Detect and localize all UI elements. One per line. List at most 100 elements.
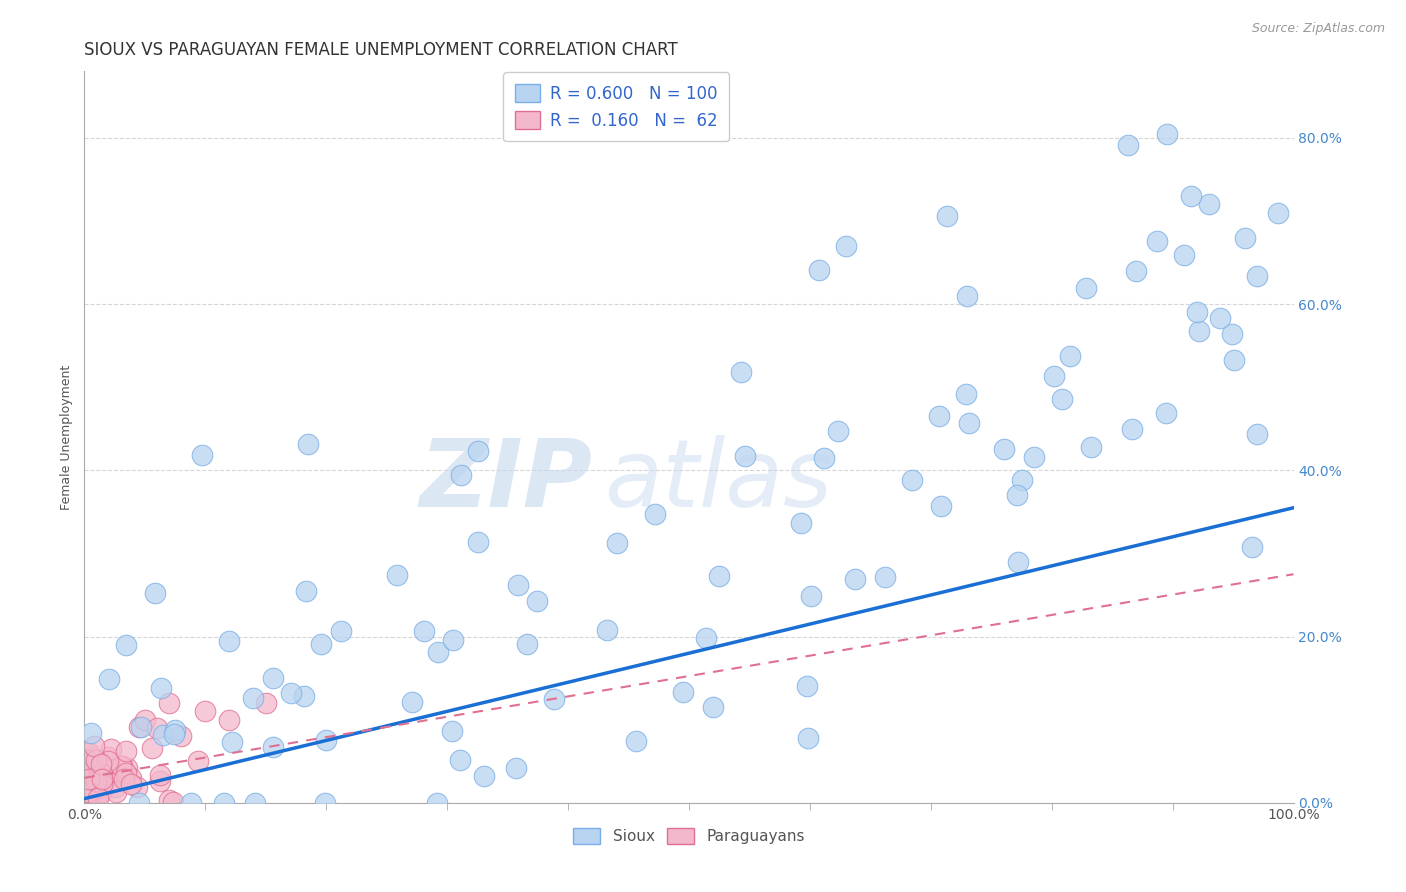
Point (955, 289, 977, 303)
Point (1267, 206, 1289, 220)
Point (115, 765, 138, 780)
Point (730, 365, 752, 379)
Point (77, 772, 100, 786)
Text: Source: ZipAtlas.com: Source: ZipAtlas.com (1251, 22, 1385, 36)
Point (292, 690, 315, 704)
Point (218, 633, 240, 648)
Point (150, 681, 173, 696)
Point (97, 768, 120, 782)
Point (90, 785, 112, 799)
Point (112, 772, 135, 787)
Point (87, 772, 110, 787)
Point (1116, 137, 1139, 152)
Point (1050, 392, 1073, 406)
Point (191, 448, 214, 462)
Point (214, 796, 236, 810)
Point (1246, 268, 1268, 283)
Point (1011, 473, 1033, 487)
Point (875, 570, 897, 584)
Point (505, 761, 527, 775)
Point (928, 409, 950, 424)
Text: atlas: atlas (605, 435, 832, 526)
Point (90, 772, 112, 786)
Point (84, 794, 107, 808)
Point (83, 739, 105, 753)
Point (474, 769, 496, 783)
Point (1188, 324, 1211, 338)
Point (1125, 264, 1147, 278)
Point (1246, 426, 1268, 441)
Point (844, 572, 866, 586)
Point (86, 770, 108, 784)
Point (75, 772, 97, 787)
Point (128, 719, 150, 733)
Point (157, 793, 180, 807)
Point (315, 733, 337, 747)
Point (1198, 197, 1220, 211)
Point (79, 786, 101, 800)
Point (516, 637, 538, 651)
Point (644, 507, 666, 521)
Point (152, 728, 174, 742)
Point (141, 740, 163, 755)
Point (543, 691, 565, 706)
Point (827, 424, 849, 438)
Point (1209, 311, 1232, 326)
Point (672, 684, 695, 698)
Point (194, 705, 217, 719)
Point (91, 775, 114, 789)
Point (1173, 248, 1195, 262)
Point (624, 733, 647, 747)
Point (297, 437, 319, 451)
Point (1059, 350, 1081, 364)
Point (441, 723, 464, 738)
Point (83, 775, 105, 789)
Point (90, 757, 112, 772)
Point (84, 762, 107, 776)
Point (75, 753, 97, 767)
Point (1146, 234, 1168, 248)
Point (526, 594, 548, 608)
Point (807, 263, 830, 277)
Point (789, 516, 811, 530)
Point (89, 779, 111, 793)
Point (180, 796, 202, 810)
Point (1156, 127, 1178, 141)
Point (1022, 450, 1045, 465)
Point (80, 726, 103, 740)
Point (243, 796, 266, 810)
Point (125, 780, 148, 795)
Point (87, 790, 110, 805)
Point (91, 777, 114, 791)
Point (254, 696, 277, 710)
Text: SIOUX VS PARAGUAYAN FEMALE UNEMPLOYMENT CORRELATION CHART: SIOUX VS PARAGUAYAN FEMALE UNEMPLOYMENT … (84, 41, 678, 59)
Point (79, 746, 101, 760)
Point (75, 767, 97, 781)
Point (242, 690, 264, 705)
Point (413, 624, 436, 639)
Legend: Sioux, Paraguayans: Sioux, Paraguayans (567, 822, 811, 850)
Point (1180, 189, 1202, 203)
Point (1076, 281, 1098, 295)
Point (280, 686, 302, 700)
Point (314, 796, 336, 810)
Point (77, 756, 100, 771)
Point (79, 750, 101, 764)
Point (695, 631, 717, 645)
Point (1043, 369, 1066, 384)
Point (143, 586, 166, 600)
Point (813, 451, 835, 466)
Point (262, 740, 284, 755)
Point (104, 780, 127, 794)
Point (100, 741, 122, 756)
Point (90, 772, 112, 786)
Point (82, 787, 104, 801)
Point (734, 449, 756, 463)
Point (115, 744, 138, 758)
Point (104, 784, 127, 798)
Point (76, 753, 98, 767)
Point (401, 695, 423, 709)
Point (595, 623, 617, 637)
Point (97, 754, 120, 768)
Point (84, 753, 107, 767)
